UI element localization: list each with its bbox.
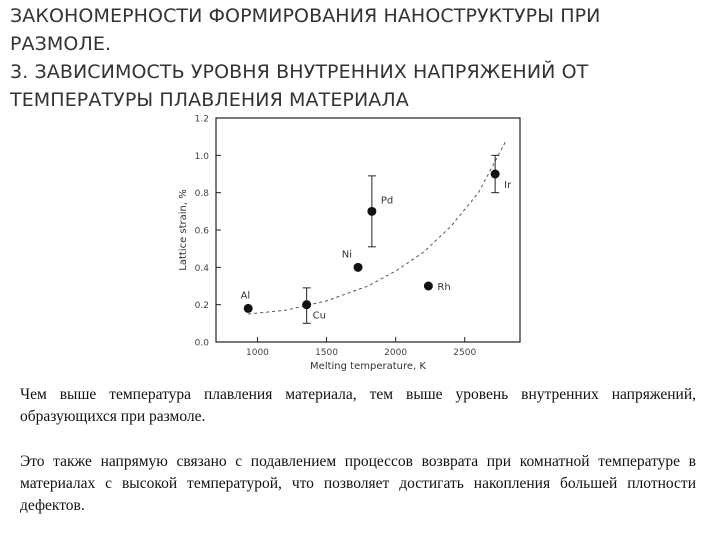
y-tick-label: 0.6 — [195, 227, 210, 237]
trend-line — [248, 140, 507, 315]
data-point-rh: Rh — [423, 281, 451, 293]
data-marker — [423, 281, 433, 291]
data-label: Ir — [504, 180, 512, 191]
x-tick-label: 2500 — [453, 348, 476, 358]
title-line-1: ЗАКОНОМЕРНОСТИ ФОРМИРОВАНИЯ НАНОСТРУКТУР… — [10, 5, 601, 27]
data-label: Pd — [381, 195, 393, 206]
data-marker — [367, 206, 377, 216]
title-line-2: РАЗМОЛЕ. — [10, 33, 112, 55]
y-tick-label: 0.8 — [195, 189, 210, 199]
data-label: Ni — [342, 249, 352, 260]
y-tick-label: 1.0 — [195, 152, 210, 162]
data-point-cu: Cu — [302, 287, 326, 324]
data-marker — [490, 169, 500, 179]
y-axis-label: Lattice strain, % — [178, 189, 189, 271]
x-tick-label: 2000 — [384, 348, 407, 358]
data-label: Cu — [313, 311, 326, 322]
x-tick-label: 1000 — [246, 348, 269, 358]
slide-title: ЗАКОНОМЕРНОСТИ ФОРМИРОВАНИЯ НАНОСТРУКТУР… — [10, 2, 710, 114]
x-tick-label: 1500 — [315, 348, 338, 358]
data-point-ir: Ir — [490, 154, 512, 194]
plot-frame — [215, 117, 521, 343]
data-marker — [353, 262, 363, 272]
data-point-al: Al — [241, 290, 253, 313]
title-line-3: 3. ЗАВИСИМОСТЬ УРОВНЯ ВНУТРЕННИХ НАПРЯЖЕ… — [10, 61, 589, 83]
data-point-pd: Pd — [367, 175, 393, 248]
y-tick-label: 0.2 — [195, 301, 209, 311]
data-label: Rh — [437, 282, 450, 293]
x-axis-label: Melting temperature, K — [310, 361, 426, 372]
data-label: Al — [241, 290, 251, 301]
paragraph-2: Это также напрямую связано с подавлением… — [20, 453, 696, 514]
title-line-4: ТЕМПЕРАТУРЫ ПЛАВЛЕНИЯ МАТЕРИАЛА — [10, 89, 409, 111]
y-tick-label: 0.4 — [195, 264, 210, 274]
y-tick-label: 0.0 — [195, 339, 210, 349]
lattice-strain-chart: 0.0 0.2 0.4 0.6 0.8 1.0 1.2 1000 1500 2000 2500 Mel… — [178, 115, 521, 372]
paragraph-1: Чем выше температура плавления материала… — [20, 386, 696, 425]
data-point-ni: Ni — [342, 249, 363, 272]
data-marker — [302, 300, 312, 310]
y-tick-label: 1.2 — [195, 115, 209, 125]
data-marker — [243, 303, 253, 313]
